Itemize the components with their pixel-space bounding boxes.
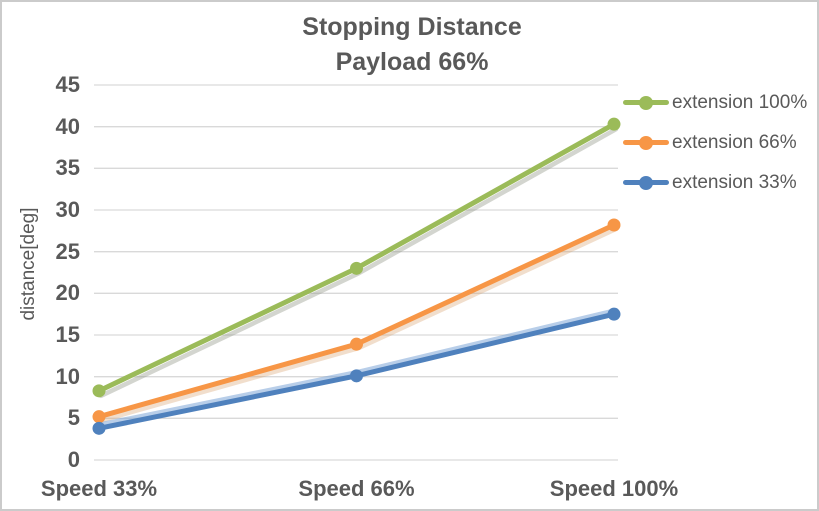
- y-tick-label-15: 15: [55, 322, 80, 347]
- legend-item-2: extension 33%: [623, 169, 807, 196]
- chart-title-line2: Payload 66%: [335, 48, 489, 76]
- y-tick-label-40: 40: [55, 113, 80, 139]
- data-point-extension-66-2: [607, 218, 621, 232]
- legend-label-2: extension 33%: [672, 171, 797, 193]
- chart-title: Stopping Distance Payload 66%: [302, 10, 521, 80]
- data-point-extension-100-0: [92, 384, 106, 398]
- series-line-extension-66: [96, 222, 617, 420]
- legend-line-marker-icon: [623, 95, 669, 110]
- legend-item-1: extension 66%: [623, 129, 807, 156]
- x-tick-label-1: Speed 66%: [298, 476, 415, 501]
- legend-line-marker-icon: [623, 135, 669, 150]
- data-point-extension-100-2: [607, 117, 621, 131]
- chart-title-line1: Stopping Distance: [302, 13, 522, 41]
- y-tick-label-35: 35: [55, 155, 80, 181]
- y-tick-label-5: 5: [67, 405, 80, 431]
- y-tick-label-45: 45: [55, 72, 80, 97]
- y-tick-label-20: 20: [55, 280, 80, 306]
- data-point-extension-100-1: [350, 261, 363, 275]
- data-point-extension-66-1: [350, 337, 363, 351]
- legend: extension 100% extension 66% extension 33%: [623, 89, 807, 209]
- y-tick-label-25: 25: [55, 238, 80, 264]
- data-point-extension-33-0: [92, 421, 106, 435]
- legend-line-marker-icon: [623, 175, 669, 190]
- y-tick-label-10: 10: [55, 363, 80, 389]
- x-tick-label-0: Speed 33%: [40, 476, 158, 501]
- y-tick-label-0: 0: [67, 447, 80, 472]
- y-tick-label-30: 30: [55, 197, 80, 222]
- legend-label-1: extension 66%: [672, 131, 797, 153]
- x-tick-label-2: Speed 100%: [549, 476, 679, 501]
- legend-item-0: extension 100%: [623, 89, 807, 116]
- data-point-extension-66-0: [92, 410, 106, 424]
- series-shadow-2: [98, 307, 619, 427]
- legend-label-0: extension 100%: [672, 91, 808, 113]
- data-point-extension-33-1: [350, 369, 363, 383]
- data-point-extension-33-2: [607, 307, 621, 321]
